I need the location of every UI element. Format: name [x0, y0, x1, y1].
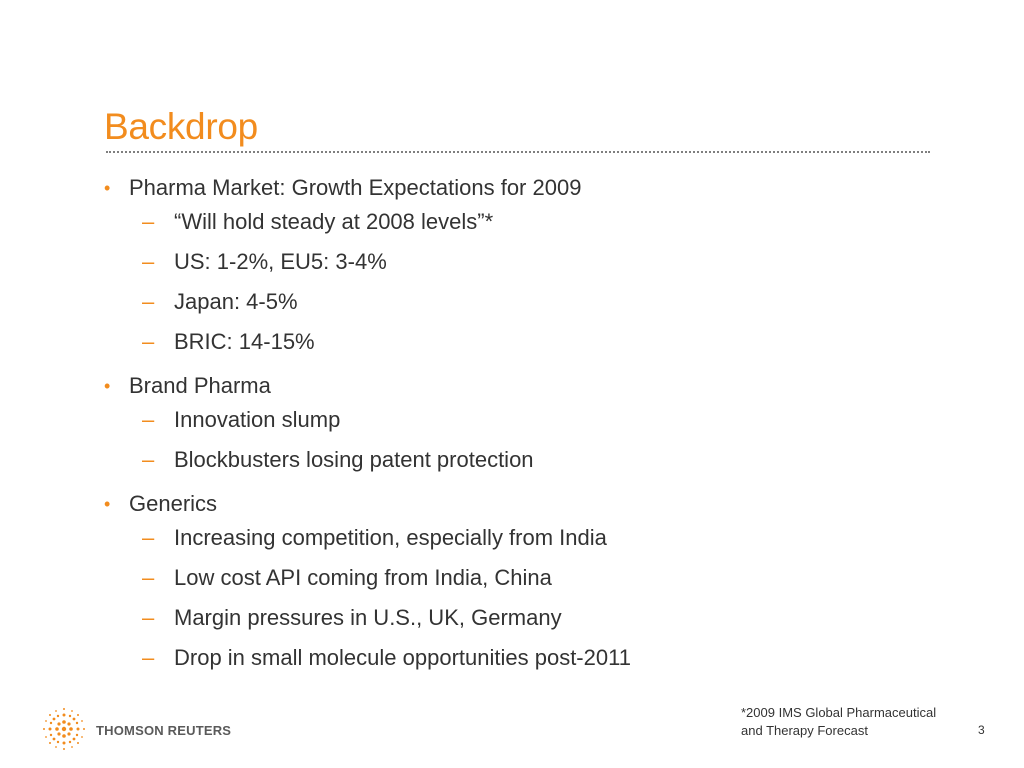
sub-bullet-text: Margin pressures in U.S., UK, Germany: [174, 605, 562, 630]
dash-icon: –: [142, 289, 155, 314]
sub-bullet-list: – “Will hold steady at 2008 levels”* – US:…: [104, 206, 924, 358]
footnote-line: *2009 IMS Global Pharmaceutical: [741, 705, 937, 720]
footnote: *2009 IMS Global Pharmaceutical and Ther…: [741, 704, 981, 740]
sub-bullet-text: US: 1-2%, EU5: 3-4%: [174, 249, 387, 274]
dash-icon: –: [142, 605, 155, 630]
sub-bullet-text: Innovation slump: [174, 407, 341, 432]
bullet-text: Pharma Market: Growth Expectations for 2…: [129, 175, 582, 200]
dash-icon: –: [142, 407, 155, 432]
bullet-item: • Pharma Market: Growth Expectations for…: [104, 172, 924, 204]
sub-bullet-text: Increasing competition, especially from …: [174, 525, 607, 550]
bullet-item: • Generics: [104, 488, 924, 520]
dash-icon: –: [142, 447, 155, 472]
dash-icon: –: [142, 209, 155, 234]
bullet-group-pharma-market: • Pharma Market: Growth Expectations for…: [104, 172, 924, 358]
sub-bullet-text: BRIC: 14-15%: [174, 329, 315, 354]
bullet-text: Brand Pharma: [129, 373, 271, 398]
sub-bullet-item: – Margin pressures in U.S., UK, Germany: [104, 602, 924, 634]
sub-bullet-item: – Increasing competition, especially from…: [104, 522, 924, 554]
bullet-item: • Brand Pharma: [104, 370, 924, 402]
page-number: 3: [978, 723, 985, 737]
sub-bullet-text: Low cost API coming from India, China: [174, 565, 552, 590]
sub-bullet-item: – BRIC: 14-15%: [104, 326, 924, 358]
sub-bullet-item: – “Will hold steady at 2008 levels”*: [104, 206, 924, 238]
dash-icon: –: [142, 525, 155, 550]
dash-icon: –: [142, 565, 155, 590]
bullet-group-brand-pharma: • Brand Pharma – Innovation slump – Blockb…: [104, 370, 924, 476]
bullet-text: Generics: [129, 491, 218, 516]
bullet-dot-icon: •: [104, 376, 111, 396]
sub-bullet-list: – Increasing competition, especially from…: [104, 522, 924, 674]
bullet-dot-icon: •: [104, 178, 111, 198]
bullet-list: • Pharma Market: Growth Expectations for…: [104, 172, 924, 686]
sub-bullet-item: – Low cost API coming from India, China: [104, 562, 924, 594]
title-divider: [106, 151, 930, 153]
sub-bullet-text: Japan: 4-5%: [174, 289, 298, 314]
footnote-line: and Therapy Forecast: [741, 723, 868, 738]
sub-bullet-item: – US: 1-2%, EU5: 3-4%: [104, 246, 924, 278]
thomson-reuters-logo: [43, 708, 85, 750]
sub-bullet-item: – Innovation slump: [104, 404, 924, 436]
reuters-dot-ring-icon: [43, 708, 85, 750]
bullet-dot-icon: •: [104, 494, 111, 514]
logo-wordmark: THOMSON REUTERS: [96, 723, 232, 738]
sub-bullet-list: – Innovation slump – Blockbusters losing p…: [104, 404, 924, 476]
dash-icon: –: [142, 645, 155, 670]
slide-title: Backdrop: [104, 106, 258, 147]
dash-icon: –: [142, 249, 155, 274]
sub-bullet-text: Drop in small molecule opportunities pos…: [174, 645, 631, 670]
dash-icon: –: [142, 329, 155, 354]
sub-bullet-item: – Japan: 4-5%: [104, 286, 924, 318]
bullet-group-generics: • Generics – Increasing competition, espe…: [104, 488, 924, 674]
sub-bullet-text: “Will hold steady at 2008 levels”*: [174, 209, 494, 234]
sub-bullet-text: Blockbusters losing patent protection: [174, 447, 534, 472]
sub-bullet-item: – Drop in small molecule opportunities po…: [104, 642, 924, 674]
sub-bullet-item: – Blockbusters losing patent protection: [104, 444, 924, 476]
